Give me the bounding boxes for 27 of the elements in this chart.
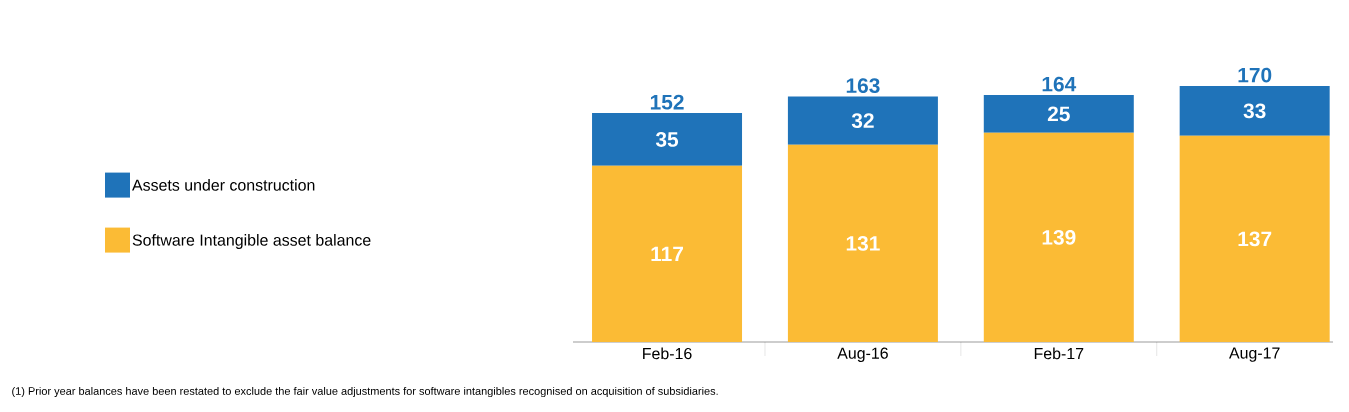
legend-label: Assets under construction — [132, 179, 315, 191]
x-tick-label: Feb-16 — [643, 347, 692, 360]
data-label: 33 — [1243, 103, 1266, 119]
bar — [1179, 86, 1330, 136]
x-tick-label: Feb-17 — [1034, 347, 1084, 360]
data-label: 137 — [1238, 231, 1272, 247]
x-tick-label: Aug-17 — [1229, 347, 1280, 362]
bar — [983, 132, 1134, 342]
data-label: 25 — [1047, 106, 1070, 122]
data-label: 117 — [651, 246, 683, 262]
x-tick-label: Aug-16 — [837, 347, 888, 362]
total-label: 152 — [650, 94, 684, 110]
legend-label: Software Intangible asset balance — [132, 234, 371, 249]
bar — [787, 96, 938, 145]
data-label: 35 — [655, 132, 679, 147]
text: (1) Prior year balances have been restated to exclude the fair value adjustments for software intangibles recognised on acquisition of subsidiaries. — [12, 386, 718, 398]
data-label: 139 — [1042, 229, 1076, 245]
total-label: 163 — [846, 78, 880, 94]
data-label: 131 — [846, 235, 880, 251]
bar — [1179, 135, 1330, 342]
total-label: 164 — [1042, 76, 1077, 92]
bar — [983, 95, 1134, 133]
bar — [592, 113, 743, 166]
data-label: 32 — [851, 113, 874, 129]
bar — [787, 144, 938, 342]
bar — [592, 165, 743, 342]
total-label: 170 — [1238, 67, 1272, 83]
